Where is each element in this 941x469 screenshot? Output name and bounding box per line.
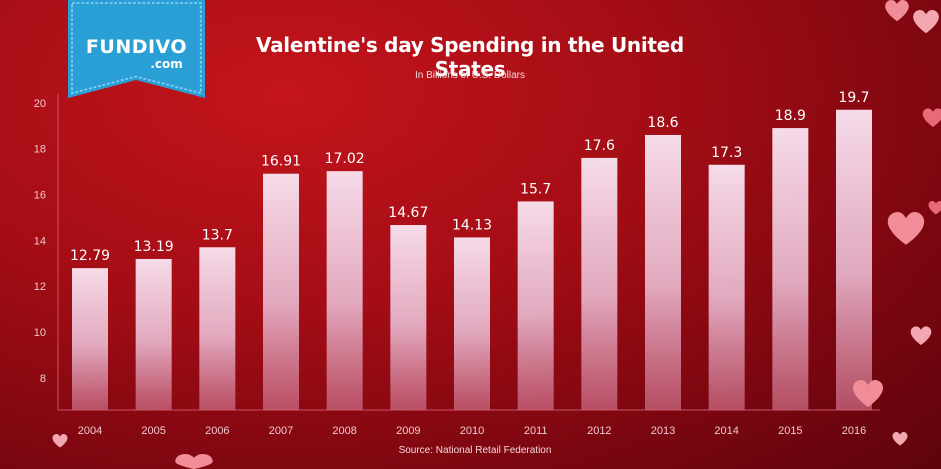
- x-tick-label: 2010: [460, 425, 484, 437]
- x-tick-label: 2005: [141, 425, 165, 437]
- data-label-2010: 14.13: [452, 217, 492, 233]
- chart-subtitle: In Billions of U.S. Dollars: [414, 70, 526, 81]
- data-label-2008: 17.02: [325, 151, 365, 167]
- heart-icon: [928, 201, 941, 215]
- bar-2011: [517, 201, 554, 410]
- data-label-2004: 12.79: [70, 248, 110, 264]
- brand-logo: FUNDIVO .com: [68, 0, 205, 100]
- x-tick-label: 2009: [396, 425, 420, 437]
- logo-suffix: .com: [150, 57, 183, 71]
- data-label-2014: 17.3: [711, 145, 742, 161]
- bar-2016: [836, 109, 872, 410]
- heart-icon: [913, 10, 939, 34]
- data-label-2012: 17.6: [584, 138, 615, 154]
- x-tick-label: 2015: [778, 425, 802, 437]
- heart-icon: [910, 326, 932, 345]
- y-tick-label: 10: [34, 327, 46, 339]
- heart-icon: [892, 432, 908, 446]
- data-label-2005: 13.19: [134, 239, 174, 255]
- x-tick-label: 2007: [269, 425, 293, 437]
- y-tick-label: 8: [40, 373, 46, 385]
- data-label-2015: 18.9: [775, 108, 806, 124]
- data-label-2006: 13.7: [202, 227, 233, 243]
- heart-icon: [885, 0, 909, 22]
- bar-2005: [135, 258, 172, 410]
- data-label-2016: 19.7: [838, 90, 869, 106]
- x-tick-label: 2016: [842, 425, 866, 437]
- bar-2014: [708, 164, 745, 410]
- y-tick-label: 14: [34, 235, 46, 247]
- bar-2012: [581, 157, 618, 410]
- bar-2006: [199, 247, 236, 410]
- data-label-2011: 15.7: [520, 181, 551, 197]
- y-tick-label: 20: [34, 98, 46, 110]
- chart-source: Source: National Retail Federation: [398, 445, 552, 456]
- chart-title: Valentine's day Spending in the United S…: [256, 33, 684, 81]
- logo-brand: FUNDIVO: [85, 36, 188, 58]
- data-label-2007: 16.91: [261, 154, 301, 170]
- heart-icon: [52, 434, 68, 448]
- heart-icon: [922, 108, 941, 127]
- y-tick-label: 16: [34, 190, 46, 202]
- heart-icon: [887, 212, 925, 245]
- bar-2010: [454, 237, 490, 410]
- bar-2015: [772, 128, 809, 410]
- y-tick-label: 12: [34, 281, 46, 293]
- heart-icon: [175, 454, 213, 469]
- heart-icon: [853, 380, 883, 407]
- x-tick-label: 2014: [714, 425, 738, 437]
- bar-2007: [263, 173, 299, 410]
- data-label-2013: 18.6: [647, 115, 678, 131]
- bar-2008: [326, 171, 363, 410]
- x-tick-label: 2013: [651, 425, 675, 437]
- data-label-2009: 14.67: [388, 205, 428, 221]
- x-tick-label: 2004: [78, 425, 102, 437]
- x-tick-label: 2012: [587, 425, 611, 437]
- x-tick-label: 2008: [332, 425, 356, 437]
- x-tick-label: 2006: [205, 425, 229, 437]
- bar-2004: [72, 268, 108, 410]
- x-tick-label: 2011: [524, 425, 548, 437]
- bar-2013: [645, 134, 681, 410]
- bar-2009: [390, 225, 427, 410]
- y-tick-label: 18: [34, 144, 46, 156]
